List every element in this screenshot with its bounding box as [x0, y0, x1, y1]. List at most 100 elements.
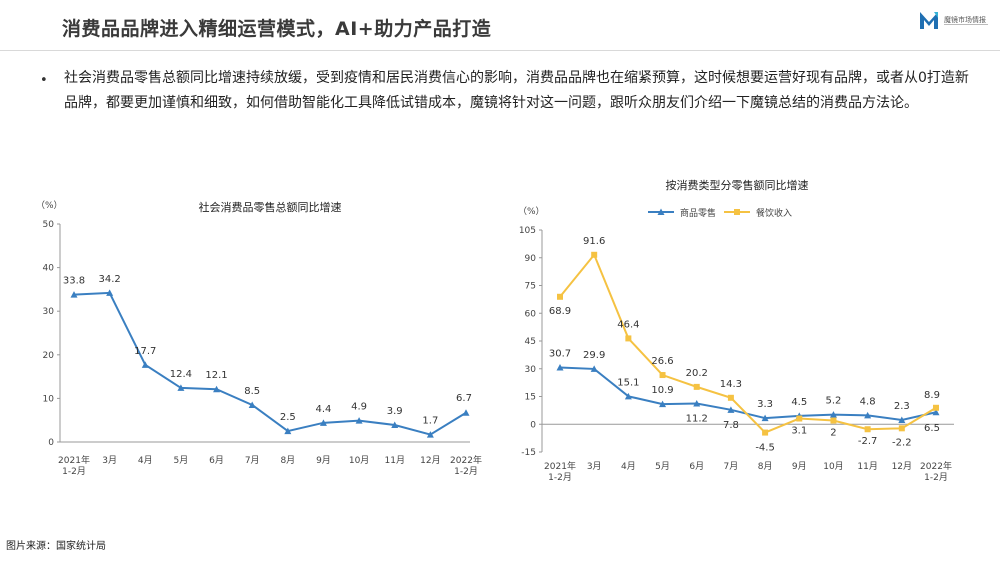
data-label: 3.1: [791, 426, 807, 437]
data-point: [829, 411, 837, 418]
logo-text: 魔镜市场情报: [944, 16, 986, 24]
series-line-0: [73, 291, 467, 436]
chart2-svg: 按消费类型分零售额同比增速 （%） -15 0 15 30 45 60 75 90 105 2021年…: [518, 178, 954, 483]
x-tick-label: 4月: [621, 461, 636, 472]
data-point: [213, 385, 221, 393]
data-label: 68.9: [549, 306, 571, 317]
data-point: [864, 411, 872, 419]
data-label: 15.1: [617, 377, 639, 388]
y-tick-label: 30: [43, 307, 55, 317]
x-tick-label: 9月: [792, 461, 807, 472]
data-point: [625, 335, 632, 342]
data-label: 26.6: [651, 356, 673, 367]
x-tick-label: 10月: [349, 455, 369, 466]
data-label: 30.7: [549, 348, 571, 359]
title-divider: [0, 50, 1000, 51]
y-tick-label: 0: [530, 420, 536, 430]
x-tick-label: 8月: [758, 461, 773, 472]
data-label: 33.8: [63, 276, 85, 287]
x-tick-label: 7月: [245, 455, 260, 466]
data-label: 3.3: [757, 399, 773, 410]
data-point: [141, 361, 149, 368]
bullet-text: 社会消费品零售总额同比增速持续放缓，受到疫情和居民消费信心的影响，消费品品牌也在…: [64, 70, 969, 111]
data-label: 5.2: [826, 396, 842, 407]
y-tick-label: 20: [43, 351, 55, 361]
data-point: [462, 409, 470, 416]
data-label: -4.5: [755, 443, 775, 454]
data-point: [556, 363, 564, 371]
data-label: 29.9: [583, 350, 605, 361]
y-tick-label: 15: [525, 393, 536, 403]
logo-underline: [944, 24, 988, 25]
data-point: [761, 414, 769, 422]
data-point: [590, 365, 598, 372]
y-tick-label: 0: [48, 438, 54, 448]
data-label: 17.7: [134, 346, 156, 357]
data-point: [693, 400, 701, 407]
chart1-svg: 社会消费品零售总额同比增速 （%） 0 10 20 30 40 50 2021年 1-2月 3月 4月…: [36, 200, 482, 477]
y-tick-label: 60: [525, 309, 537, 319]
consumption-type-growth-chart: 按消费类型分零售额同比增速 （%） -15 0 15 30 45 60 75 90 105 2021年…: [512, 172, 972, 497]
x-tick-label: 11月: [385, 455, 405, 466]
legend-marker-0: [657, 208, 665, 215]
data-label: 1.7: [422, 416, 438, 427]
legend-label-0: 商品零售: [680, 207, 716, 219]
data-label: 2.5: [280, 412, 296, 423]
x-tick-label: 12月: [420, 455, 440, 466]
data-point: [864, 426, 871, 433]
page-title: 消费品品牌进入精细运营模式，AI+助力产品打造: [62, 18, 492, 40]
x-tick-label: 5月: [655, 461, 670, 472]
data-point: [796, 415, 803, 422]
data-point: [727, 394, 734, 401]
data-point: [391, 421, 399, 428]
data-point: [106, 289, 114, 296]
data-label: -2.2: [892, 437, 912, 448]
data-point: [624, 392, 632, 400]
data-label: 7.8: [723, 420, 739, 431]
data-label: 4.5: [791, 397, 807, 408]
legend-marker-1: [734, 209, 740, 215]
data-point: [319, 419, 327, 426]
y-tick-label: 45: [525, 337, 536, 347]
data-point: [284, 427, 292, 435]
y-tick-label: 90: [525, 254, 537, 264]
data-point: [426, 431, 434, 438]
y-tick-label: 50: [43, 220, 55, 230]
x-tick-label: 12月: [892, 461, 912, 472]
data-point: [355, 417, 363, 424]
data-label: 2.3: [894, 401, 910, 412]
data-label: 6.7: [456, 393, 472, 404]
data-label: 4.8: [860, 396, 876, 407]
brand-logo: 魔镜市场情报: [918, 9, 998, 35]
data-label: 14.3: [720, 379, 742, 390]
data-point: [557, 293, 563, 300]
data-label: 46.4: [617, 319, 639, 330]
series-line-0: [559, 366, 937, 422]
retail-sales-growth-chart: 社会消费品零售总额同比增速 （%） 0 10 20 30 40 50 2021年 1-2月 3月 4月…: [30, 180, 500, 490]
data-label: 8.5: [244, 386, 260, 397]
image-source: 图片来源：国家统计局: [6, 541, 106, 552]
x-tick-label: 8月: [280, 455, 295, 466]
x-tick-label: 7月: [724, 461, 739, 472]
y-tick-label: 10: [43, 394, 55, 404]
data-label: 91.6: [583, 236, 605, 247]
x-tick-label: 4月: [138, 455, 153, 466]
data-label: 20.2: [686, 368, 708, 379]
data-point: [898, 425, 905, 432]
data-label: 4.9: [351, 402, 367, 413]
x-tick-label: 2022年 1-2月: [450, 454, 482, 477]
legend-label-1: 餐饮收入: [756, 207, 792, 219]
data-label: 10.9: [651, 385, 673, 396]
data-point: [177, 384, 185, 391]
data-label: 34.2: [99, 274, 121, 285]
data-label: 3.9: [387, 406, 403, 417]
data-label: 12.4: [170, 369, 192, 380]
y-tick-label: 105: [519, 226, 536, 236]
data-point: [659, 372, 666, 379]
chart-title: 按消费类型分零售额同比增速: [666, 178, 809, 192]
y-axis-unit: （%）: [518, 206, 545, 217]
chart-title: 社会消费品零售总额同比增速: [199, 200, 342, 214]
data-label: 8.9: [924, 390, 940, 401]
x-tick-label: 2021年 1-2月: [544, 460, 576, 483]
data-label: 2: [830, 428, 836, 439]
